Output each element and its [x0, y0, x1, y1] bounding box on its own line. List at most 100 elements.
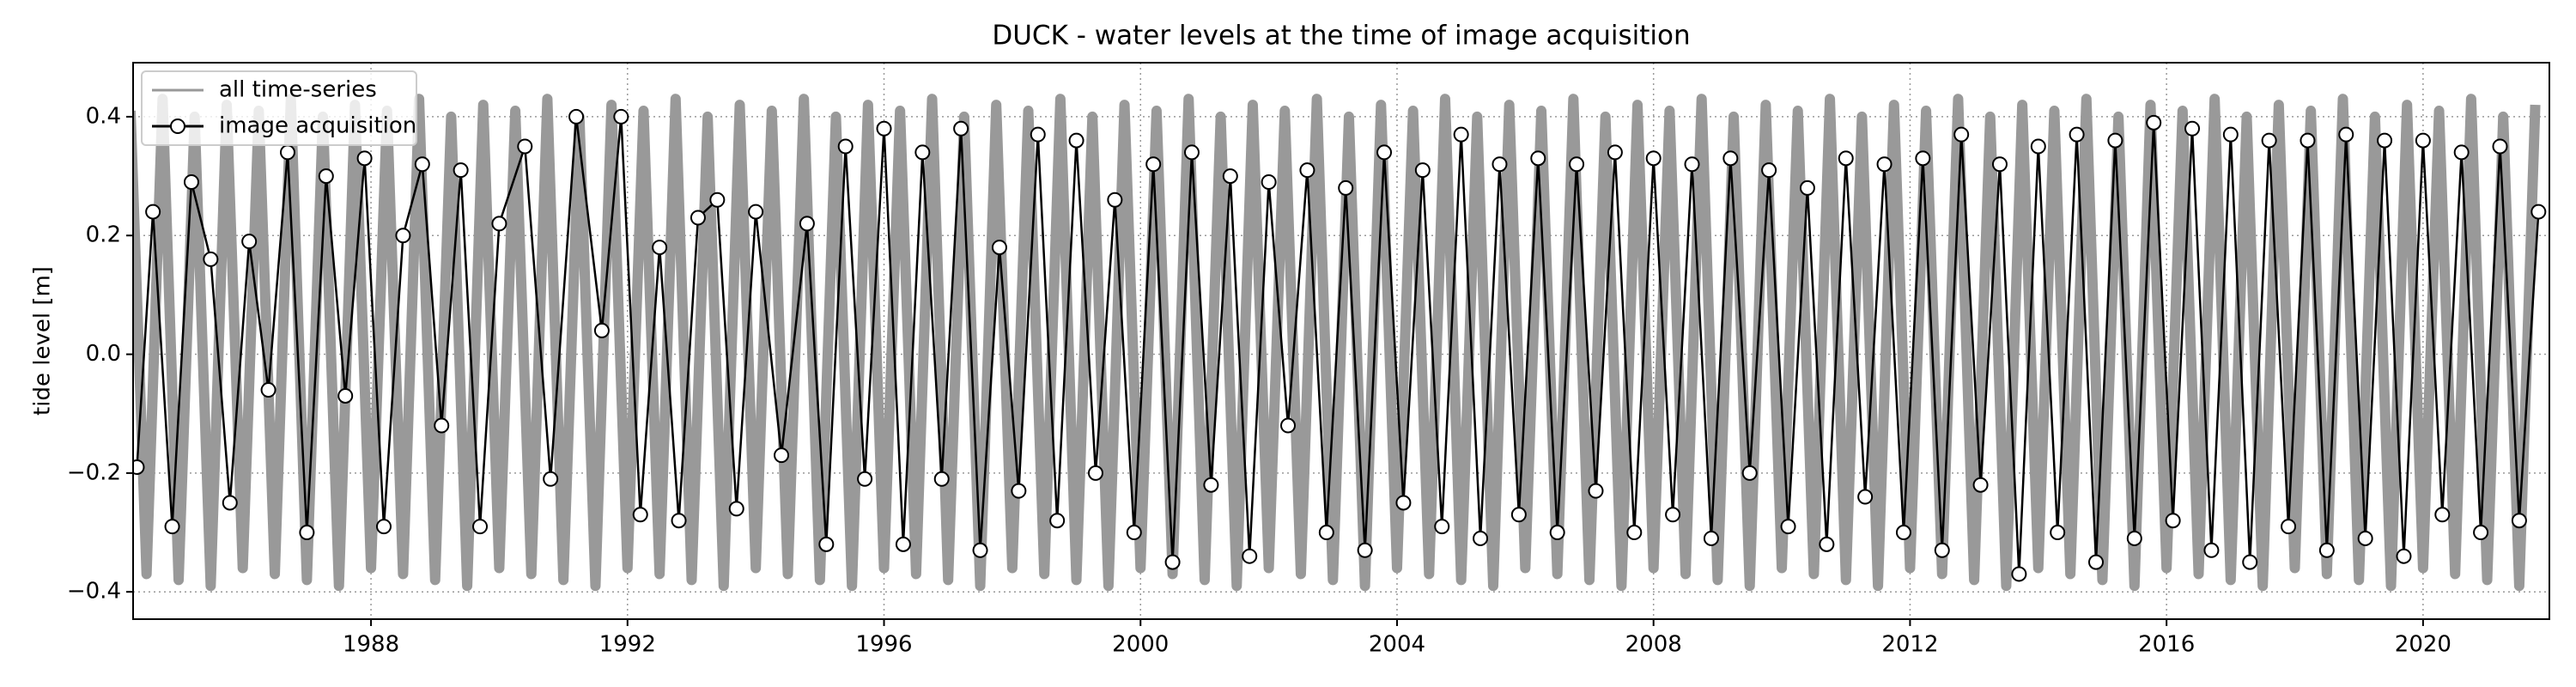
- acquisition-point: [472, 519, 489, 535]
- acquisition-point: [593, 322, 610, 338]
- acquisition-point: [1203, 477, 1219, 493]
- acquisition-point: [299, 525, 315, 541]
- acquisition-point: [1318, 525, 1334, 541]
- acquisition-point: [1857, 489, 1874, 505]
- acquisition-point: [1164, 554, 1181, 570]
- acquisition-point: [818, 536, 835, 552]
- x-tick-label: 1988: [343, 632, 399, 658]
- acquisition-point: [491, 216, 507, 232]
- acquisition-point: [1953, 126, 1970, 143]
- acquisition-point: [183, 174, 199, 191]
- acquisition-point: [728, 501, 744, 517]
- acquisition-point: [1261, 174, 1277, 191]
- legend-label: image acquisition: [219, 113, 416, 139]
- acquisition-point: [774, 447, 790, 464]
- acquisition-point: [1934, 542, 1950, 558]
- acquisition-point: [2222, 126, 2239, 143]
- acquisition-point: [1414, 162, 1431, 179]
- acquisition-point: [2300, 132, 2316, 149]
- acquisition-point: [2281, 519, 2297, 535]
- acquisition-point: [260, 382, 276, 398]
- acquisition-point: [1645, 150, 1662, 167]
- y-tick-label: −0.2: [67, 459, 121, 485]
- acquisition-point: [2415, 132, 2431, 149]
- acquisition-point: [613, 108, 629, 125]
- acquisition-point: [337, 387, 354, 404]
- acquisition-point: [690, 210, 706, 226]
- acquisition-point: [1453, 126, 1469, 143]
- acquisition-point: [2530, 204, 2547, 220]
- acquisition-point: [652, 240, 668, 256]
- acquisition-point: [543, 471, 559, 487]
- acquisition-point: [2338, 126, 2354, 143]
- acquisition-point: [895, 536, 911, 552]
- acquisition-point: [1838, 150, 1854, 167]
- acquisition-point: [1395, 495, 1412, 511]
- acquisition-point: [376, 519, 392, 535]
- acquisition-point: [1607, 144, 1623, 161]
- y-tick-label: 0.2: [86, 222, 121, 248]
- acquisition-point: [1665, 507, 1681, 523]
- chart-title: DUCK - water levels at the time of image…: [992, 21, 1690, 52]
- acquisition-point: [222, 495, 238, 511]
- acquisition-point: [1915, 150, 1931, 167]
- acquisition-point: [133, 459, 145, 475]
- acquisition-point: [1895, 525, 1911, 541]
- acquisition-point: [203, 251, 219, 267]
- x-tick-label: 2012: [1881, 632, 1938, 658]
- acquisition-point: [876, 120, 892, 137]
- acquisition-point: [1030, 126, 1046, 143]
- plot-frame: [132, 62, 2550, 620]
- acquisition-line: [136, 115, 2540, 575]
- acquisition-point: [2261, 132, 2277, 149]
- x-tick-label: 2008: [1625, 632, 1682, 658]
- acquisition-point: [1876, 156, 1893, 173]
- acquisition-point: [279, 144, 295, 161]
- acquisition-point: [748, 204, 764, 220]
- acquisition-point: [2107, 132, 2123, 149]
- acquisition-point: [145, 204, 161, 220]
- acquisition-point: [1991, 156, 2008, 173]
- acquisition-point: [857, 471, 873, 487]
- acquisition-point: [1068, 132, 1084, 149]
- acquisition-point: [1703, 530, 1719, 546]
- acquisition-point: [2030, 138, 2046, 155]
- acquisition-point: [1376, 144, 1393, 161]
- x-tick-label: 1992: [599, 632, 656, 658]
- acquisition-point: [1492, 156, 1508, 173]
- y-axis-label: tide level [m]: [30, 266, 56, 416]
- acquisition-point: [1222, 168, 1238, 185]
- y-tick-label: 0.4: [86, 103, 121, 129]
- acquisition-point: [2126, 530, 2142, 546]
- acquisition-point: [632, 507, 648, 523]
- acquisition-point: [2318, 542, 2335, 558]
- acquisition-point: [1530, 150, 1546, 167]
- acquisition-point: [1434, 519, 1450, 535]
- acquisition-point: [799, 216, 815, 232]
- acquisition-point: [2473, 525, 2489, 541]
- acquisition-point: [1299, 162, 1315, 179]
- acquisition-point: [1510, 507, 1527, 523]
- acquisition-point: [1819, 536, 1835, 552]
- axes: 1988 1992 1996 2000 2004 2008 2012 2016 2020 −0.4…: [67, 103, 2451, 657]
- acquisition-point: [991, 240, 1007, 256]
- tide-series: [133, 94, 2541, 592]
- acquisition-point: [2050, 525, 2066, 541]
- acquisition-point: [1780, 519, 1796, 535]
- acquisition-point: [2165, 513, 2181, 529]
- acquisition-point: [1684, 156, 1700, 173]
- acquisition-point: [2242, 554, 2258, 570]
- acquisition-point: [972, 542, 988, 558]
- acquisition-point: [1761, 162, 1777, 179]
- x-tick-label: 2016: [2138, 632, 2195, 658]
- acquisition-point: [1588, 483, 1604, 499]
- legend-marker: [170, 119, 185, 134]
- acquisition-point: [1741, 465, 1758, 481]
- acquisition-point: [1107, 192, 1123, 208]
- acquisition-point: [1569, 156, 1585, 173]
- acquisition-point: [453, 162, 469, 179]
- acquisition-point: [434, 417, 450, 434]
- acquisition-point: [395, 228, 411, 244]
- acquisition-point: [1049, 513, 1066, 529]
